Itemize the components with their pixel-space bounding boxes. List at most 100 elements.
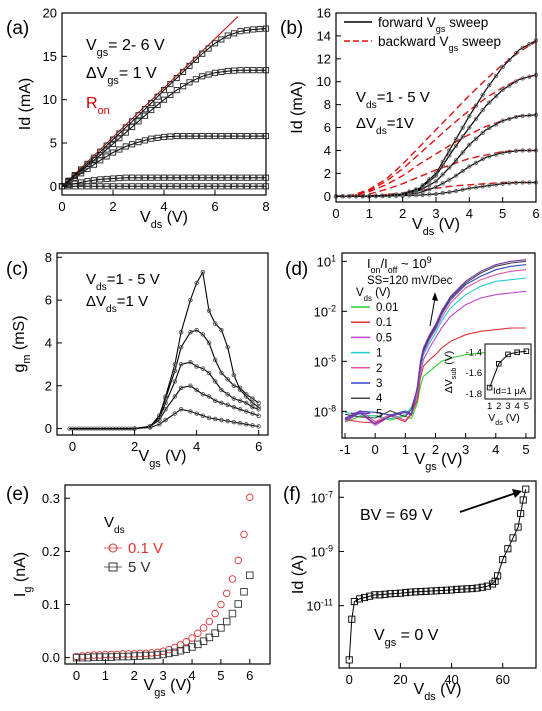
- panel-b-data-point: [413, 187, 419, 192]
- panel-d-ratio-annotation: Ion/Ioff ~ 109: [367, 255, 432, 275]
- panel-c-data-point: [256, 407, 261, 412]
- panel-b-data-point: [507, 149, 512, 154]
- panel-c-data-point: [206, 370, 212, 376]
- panel-a-data-point: [199, 50, 206, 57]
- panel-b-data-point: [440, 181, 445, 186]
- panel-d-xtick-label: 1: [402, 442, 409, 457]
- panel-c-data-point: [231, 404, 237, 410]
- text-part: ΔV: [86, 293, 106, 310]
- panel-b-data-point: [500, 181, 505, 186]
- panel-c-ytick-label: 4: [45, 335, 52, 350]
- text-part: (V): [372, 287, 391, 299]
- panel-b-xtick-label: 3: [432, 206, 439, 221]
- text-part: 4: [376, 393, 383, 405]
- panel-c-data-point: [231, 396, 237, 401]
- panel-e-data-point: [217, 624, 225, 632]
- panel-c-annotation: Vds=1 - 5 V: [86, 271, 160, 293]
- text-part: ΔV: [86, 65, 108, 82]
- panel-f-xlabel: Vds (V): [414, 681, 462, 703]
- panel-a-data-point: [141, 106, 148, 113]
- text-part: 2: [399, 206, 406, 221]
- panel-e-data-point: [205, 617, 214, 626]
- panel-b-xtick-label: 5: [499, 206, 506, 221]
- text-part: backward V: [378, 34, 449, 49]
- text-part: (V): [434, 216, 460, 233]
- panel-a-data-point: [97, 148, 104, 155]
- panel-e-data-point: [188, 634, 196, 642]
- text-part: gs: [449, 43, 459, 53]
- panel-b-ytick-label: 16: [317, 6, 331, 21]
- panel-a-data-point: [90, 177, 97, 184]
- panel-b-data-point: [393, 192, 399, 197]
- panel-c-data-point: [250, 404, 255, 410]
- panel-e-data-point: [170, 648, 179, 657]
- text-part: I: [367, 256, 371, 271]
- text-part: gs: [107, 75, 119, 87]
- panel-c-data-point: [163, 407, 168, 412]
- panel-c-data-point: [256, 400, 261, 406]
- panel-d-arrow-line: [429, 297, 436, 327]
- panel-a-ytick-label: 0: [50, 179, 57, 194]
- text-part: 9: [427, 255, 432, 265]
- panel-b-backward-line: [335, 114, 537, 197]
- panel-a-data-point: [129, 183, 136, 190]
- panel-c-data-point: [188, 409, 193, 414]
- text-part: (V): [166, 677, 192, 694]
- panel-d-ytick-label: 10-2: [314, 303, 336, 319]
- panel-b-data-point: [433, 179, 439, 184]
- panel-b-ytick-label: 10: [317, 74, 331, 89]
- panel-e-data-point: [142, 651, 150, 660]
- panel-c-ytick-label: 0: [45, 421, 52, 436]
- panel-c-data-point: [231, 372, 237, 378]
- text-part: 0.1: [376, 317, 392, 329]
- panel-c-data-point: [256, 404, 261, 410]
- panel-d-inset-data-point: [514, 349, 520, 356]
- panel-a-data-point: [199, 133, 206, 140]
- panel-b-ytick-label: 0: [324, 189, 331, 204]
- text-part: 10: [306, 599, 320, 614]
- panel-f-data-point: [366, 592, 374, 600]
- text-part: 4: [492, 442, 499, 457]
- panel-c-data-point: [188, 297, 193, 303]
- text-part: 1: [376, 348, 382, 360]
- panel-f-data-point: [504, 545, 512, 553]
- panel-b-data-point: [520, 148, 525, 153]
- panel-a-xlabel: Vds (V): [140, 209, 188, 231]
- panel-f-data-point: [483, 582, 491, 590]
- panel-c-series-line: [69, 329, 260, 430]
- panel-e-data-point: [246, 493, 254, 501]
- text-part: 0: [372, 442, 379, 457]
- panel-c-data-point: [219, 370, 224, 376]
- panel-c-data-point: [157, 422, 162, 427]
- panel-f-data-point: [427, 587, 435, 595]
- text-part: 10: [314, 404, 328, 419]
- panel-a-data-point: [103, 175, 110, 183]
- panel-a-data-point: [154, 93, 161, 100]
- panel-c-data-point: [237, 387, 243, 393]
- panel-b-data-point: [513, 50, 519, 56]
- panel-b-data-point: [433, 191, 439, 197]
- panel-b-data-point: [453, 136, 459, 142]
- panel-a-xtick-label: 2: [109, 199, 116, 214]
- text-part: 12: [317, 51, 331, 66]
- text-part: 0.3: [42, 491, 60, 506]
- text-part: 3: [432, 206, 439, 221]
- text-part: (b): [280, 18, 303, 39]
- panel-c-data-point: [225, 392, 230, 397]
- panel-b-data-point: [513, 114, 519, 120]
- panel-b-xlabel: Vds (V): [412, 216, 460, 238]
- panel-a-data-point: [256, 183, 263, 190]
- panel-a-data-point: [97, 152, 104, 159]
- panel-c-data-point: [225, 402, 230, 408]
- panel-f-data-point: [386, 590, 394, 598]
- text-part: 0.0: [42, 650, 60, 665]
- panel-d-series-line: [344, 264, 527, 420]
- text-part: 5 V: [128, 559, 151, 576]
- text-part: 0: [73, 668, 80, 683]
- panel-b-data-point: [427, 187, 432, 192]
- panel-a-data-point: [135, 112, 142, 119]
- panel-a-data-point: [103, 146, 110, 153]
- panel-c-data-point: [188, 359, 193, 365]
- panel-b-data-point: [527, 180, 532, 185]
- text-part: 5: [50, 136, 57, 151]
